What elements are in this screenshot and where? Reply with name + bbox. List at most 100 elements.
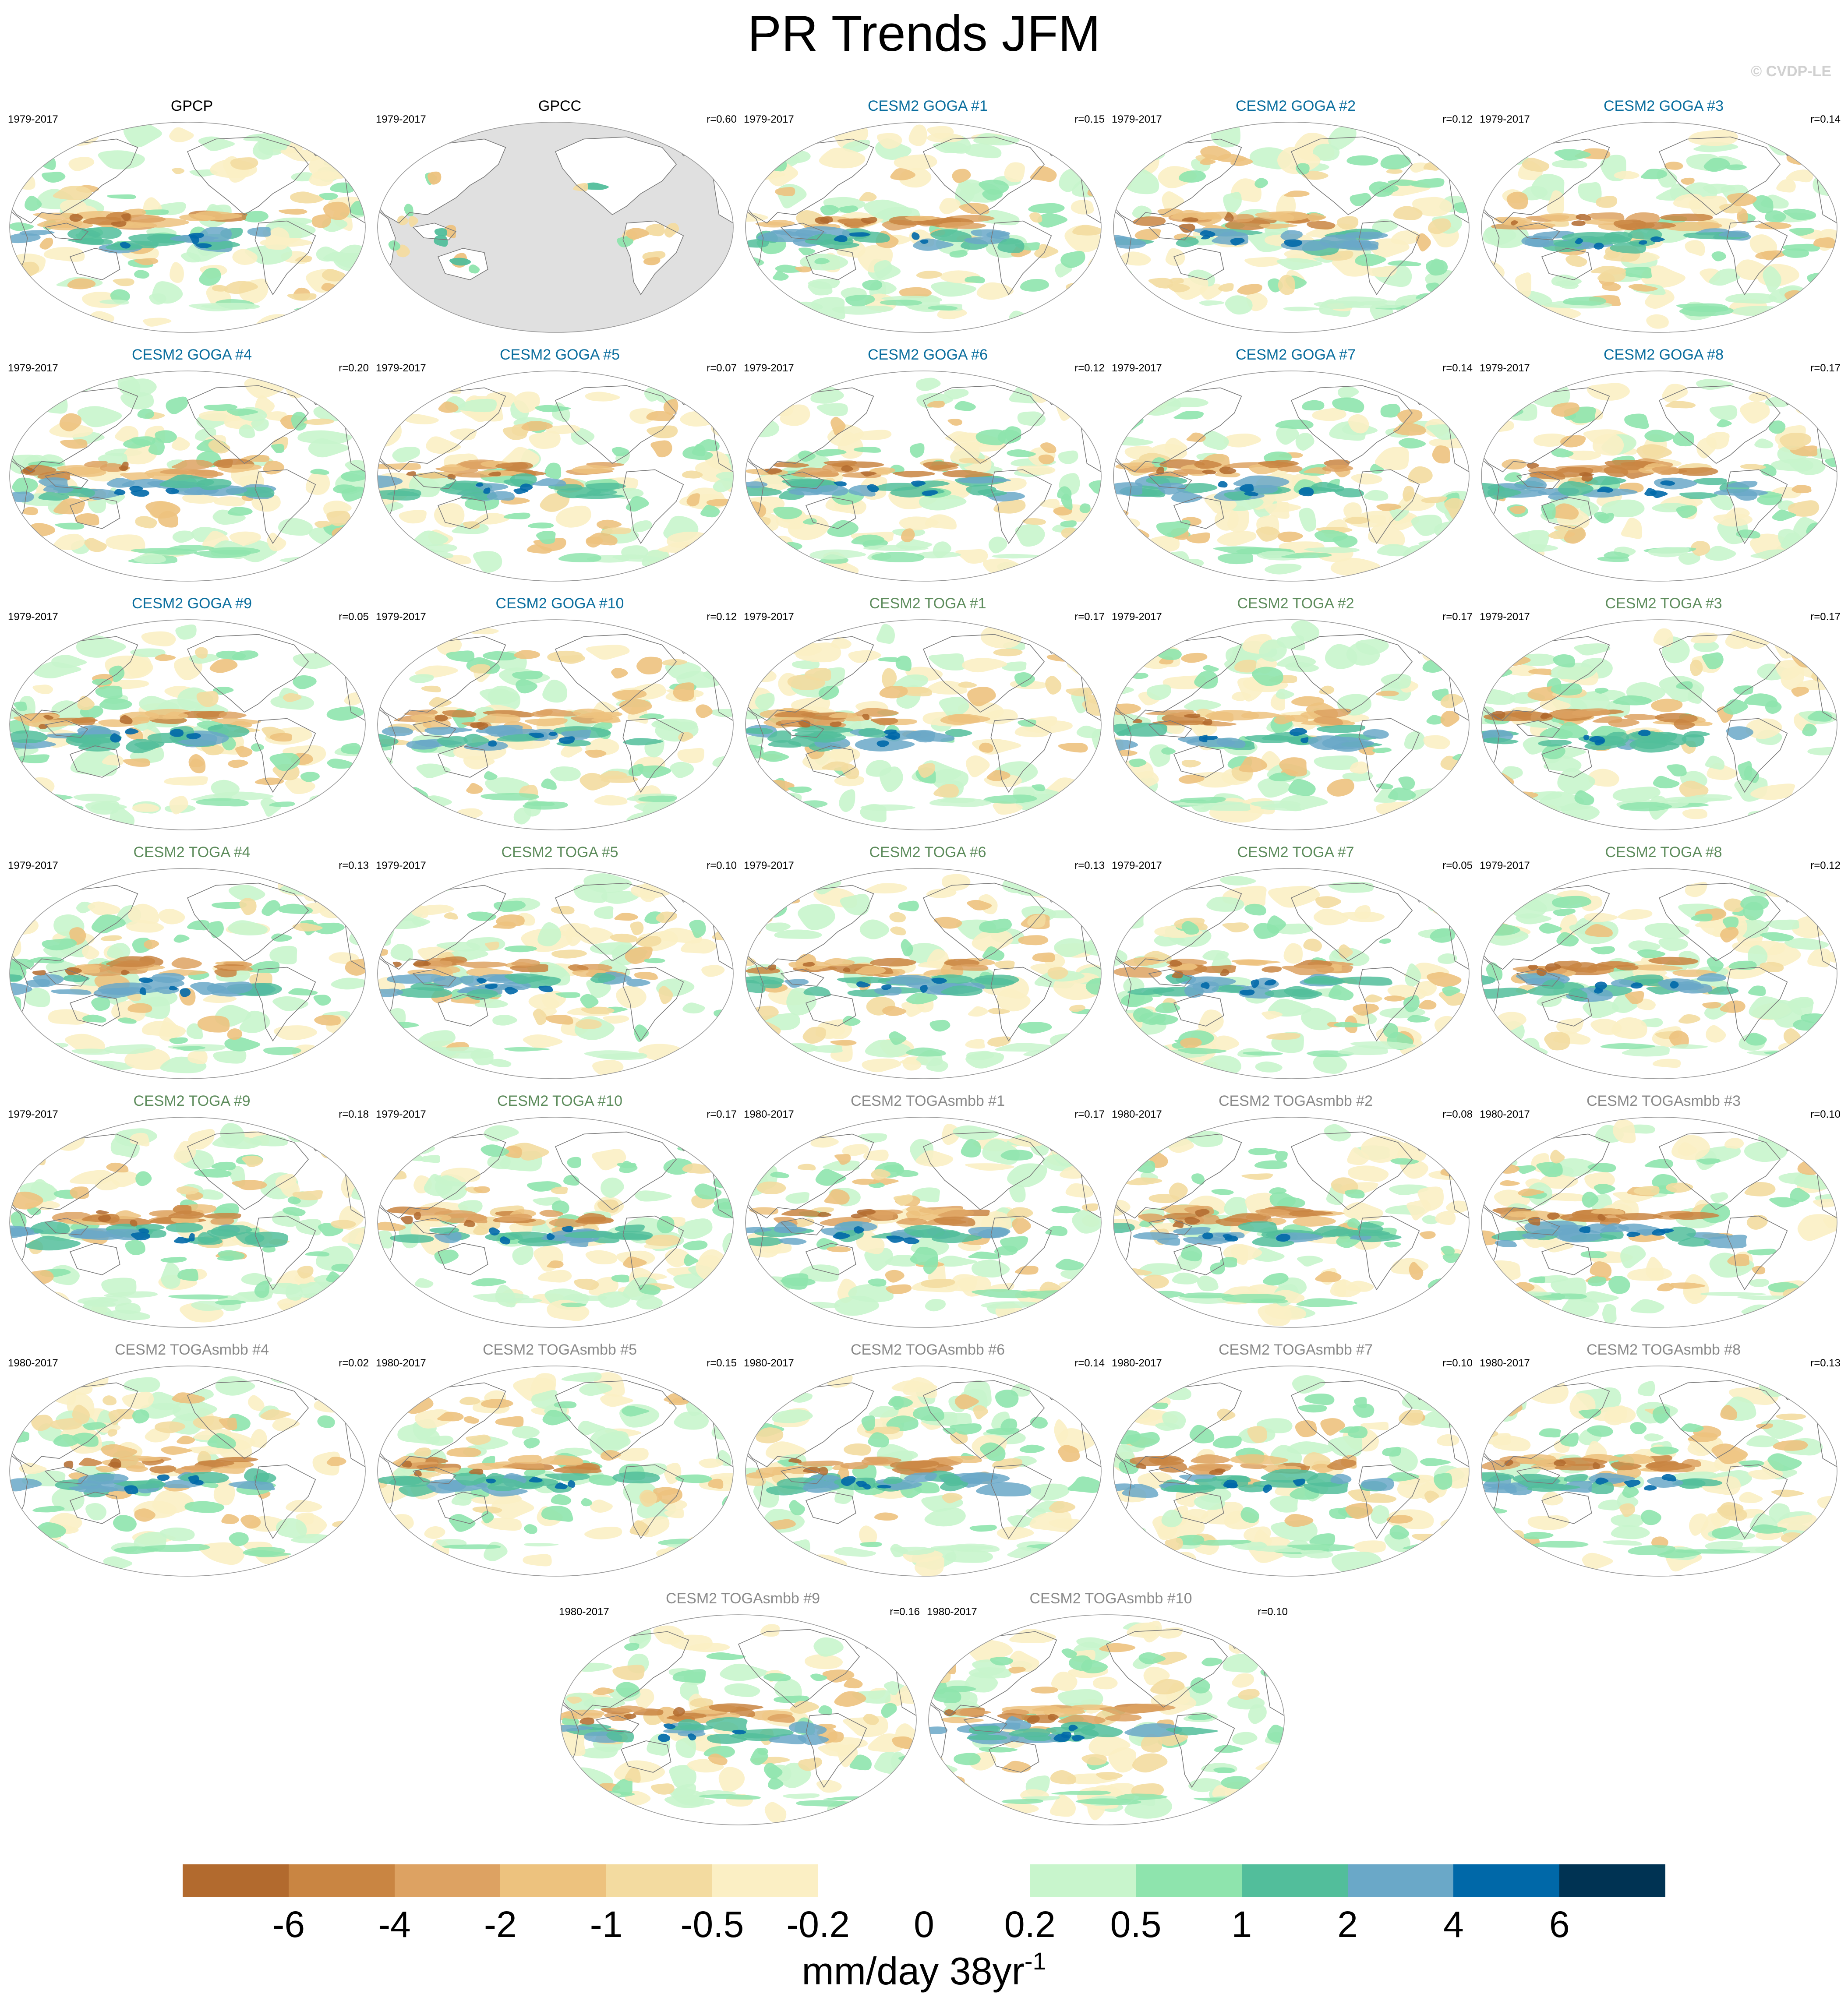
map-panel: CESM2 TOGA #8 1979-2017 r=0.12 xyxy=(1480,843,1848,1082)
panel-title: CESM2 TOGAsmbb #1 xyxy=(850,1093,1005,1109)
panel-period: 1979-2017 xyxy=(376,1108,426,1120)
map-panel: CESM2 GOGA #1 1979-2017 r=0.15 xyxy=(744,97,1112,336)
map-panel: CESM2 TOGAsmbb #6 1980-2017 r=0.14 xyxy=(744,1341,1112,1580)
trend-map xyxy=(1480,865,1848,1082)
panel-correlation: r=0.05 xyxy=(1442,860,1473,872)
panel-title: CESM2 TOGA #1 xyxy=(869,595,986,612)
trend-map xyxy=(559,1612,927,1828)
panel-period: 1979-2017 xyxy=(376,860,426,872)
colorbar-swatch xyxy=(1347,1864,1454,1897)
panel-title: CESM2 TOGA #5 xyxy=(501,844,618,861)
panel-title: GPCP xyxy=(170,98,213,114)
colorbar-tick-label: -4 xyxy=(378,1904,411,1945)
panel-correlation: r=0.12 xyxy=(707,611,737,623)
panel-period: 1980-2017 xyxy=(1112,1108,1162,1120)
colorbar-tick-label: -0.2 xyxy=(786,1904,850,1945)
panel-title: CESM2 TOGAsmbb #4 xyxy=(114,1341,269,1358)
panel-title: CESM2 TOGA #4 xyxy=(133,844,251,861)
colorbar-tick-label: -1 xyxy=(590,1904,623,1945)
panel-period: 1979-2017 xyxy=(1112,362,1162,374)
panel-correlation: r=0.15 xyxy=(707,1357,737,1369)
map-panel: CESM2 TOGA #9 1979-2017 r=0.18 xyxy=(8,1092,376,1331)
panel-title: CESM2 TOGAsmbb #3 xyxy=(1586,1093,1741,1109)
panel-title: CESM2 TOGA #3 xyxy=(1605,595,1722,612)
colorbar-tick-label: 0.5 xyxy=(1110,1904,1162,1945)
trend-map xyxy=(8,865,376,1082)
panel-correlation: r=0.07 xyxy=(707,362,737,374)
colorbar-tick-label: 2 xyxy=(1337,1904,1358,1945)
panel-correlation: r=0.10 xyxy=(1258,1606,1288,1618)
panel-period: 1979-2017 xyxy=(8,1108,58,1120)
map-panel: CESM2 GOGA #9 1979-2017 r=0.05 xyxy=(8,595,376,833)
map-panel: CESM2 TOGA #2 1979-2017 r=0.17 xyxy=(1112,595,1480,833)
trend-map xyxy=(376,865,744,1082)
panel-correlation: r=0.12 xyxy=(1442,113,1473,125)
panel-period: 1979-2017 xyxy=(8,362,58,374)
colorbar-tick-label: -0.5 xyxy=(680,1904,744,1945)
panel-title: CESM2 GOGA #10 xyxy=(495,595,624,612)
colorbar-swatch xyxy=(712,1864,818,1897)
panel-title: CESM2 TOGA #7 xyxy=(1237,844,1354,861)
map-panel: GPCC 1979-2017 r=0.60 xyxy=(376,97,744,336)
panel-correlation: r=0.14 xyxy=(1810,113,1841,125)
panel-correlation: r=0.10 xyxy=(1442,1357,1473,1369)
trend-map xyxy=(1112,865,1480,1082)
trend-map xyxy=(376,617,744,833)
map-panel: CESM2 GOGA #7 1979-2017 r=0.14 xyxy=(1112,346,1480,585)
map-panel: CESM2 TOGAsmbb #1 1980-2017 r=0.17 xyxy=(744,1092,1112,1331)
panel-period: 1979-2017 xyxy=(1480,860,1530,872)
trend-map xyxy=(1112,119,1480,336)
panel-correlation: r=0.10 xyxy=(707,860,737,872)
figure-title: PR Trends JFM xyxy=(747,5,1101,62)
map-panel: CESM2 GOGA #3 1979-2017 r=0.14 xyxy=(1480,97,1848,336)
panel-period: 1979-2017 xyxy=(376,113,426,125)
colorbar-tick-label: 0 xyxy=(914,1904,934,1945)
panel-title: CESM2 GOGA #7 xyxy=(1236,346,1356,363)
panel-correlation: r=0.17 xyxy=(1442,611,1473,623)
map-panel: CESM2 TOGAsmbb #10 1980-2017 r=0.10 xyxy=(927,1590,1295,1828)
trend-map xyxy=(1112,1114,1480,1331)
map-panel: CESM2 GOGA #5 1979-2017 r=0.07 xyxy=(376,346,744,585)
panel-correlation: r=0.17 xyxy=(1074,1108,1105,1120)
map-panel: CESM2 GOGA #8 1979-2017 r=0.17 xyxy=(1480,346,1848,585)
panel-period: 1980-2017 xyxy=(1112,1357,1162,1369)
colorbar-tick-label: -6 xyxy=(272,1904,305,1945)
colorbar-units: mm/day 38yr-1 xyxy=(0,1947,1848,1995)
trend-map xyxy=(744,368,1112,585)
colorbar-swatch xyxy=(606,1864,712,1897)
colorbar-swatch xyxy=(394,1864,501,1897)
panel-period: 1979-2017 xyxy=(8,860,58,872)
colorbar-tick-label: 1 xyxy=(1231,1904,1252,1945)
map-panel: CESM2 TOGA #6 1979-2017 r=0.13 xyxy=(744,843,1112,1082)
panel-title: CESM2 TOGAsmbb #5 xyxy=(482,1341,637,1358)
map-panel: CESM2 TOGA #4 1979-2017 r=0.13 xyxy=(8,843,376,1082)
map-panel: CESM2 GOGA #10 1979-2017 r=0.12 xyxy=(376,595,744,833)
colorbar-tick-label: 6 xyxy=(1549,1904,1570,1945)
panel-period: 1980-2017 xyxy=(8,1357,58,1369)
trend-map xyxy=(1480,617,1848,833)
colorbar-swatch xyxy=(288,1864,395,1897)
panel-correlation: r=0.16 xyxy=(890,1606,920,1618)
panel-period: 1980-2017 xyxy=(559,1606,609,1618)
panel-period: 1980-2017 xyxy=(1480,1108,1530,1120)
panel-period: 1979-2017 xyxy=(1480,362,1530,374)
trend-map xyxy=(8,119,376,336)
credit-watermark: © CVDP-LE xyxy=(1751,63,1831,80)
panel-correlation: r=0.12 xyxy=(1810,860,1841,872)
panel-title: CESM2 TOGA #2 xyxy=(1237,595,1354,612)
panel-title: CESM2 TOGAsmbb #2 xyxy=(1218,1093,1373,1109)
panel-correlation: r=0.17 xyxy=(1810,611,1841,623)
panel-title: CESM2 GOGA #4 xyxy=(132,346,252,363)
panel-correlation: r=0.12 xyxy=(1074,362,1105,374)
panel-correlation: r=0.18 xyxy=(339,1108,369,1120)
colorbar-tick-label: -2 xyxy=(484,1904,517,1945)
trend-map xyxy=(8,617,376,833)
colorbar-swatch xyxy=(1559,1864,1665,1897)
panel-title: CESM2 GOGA #9 xyxy=(132,595,252,612)
panel-title: GPCC xyxy=(538,98,582,114)
trend-map xyxy=(1480,1363,1848,1580)
panel-period: 1979-2017 xyxy=(744,860,794,872)
panel-title: CESM2 TOGAsmbb #8 xyxy=(1586,1341,1741,1358)
panel-title: CESM2 GOGA #3 xyxy=(1604,98,1724,114)
colorbar-swatch xyxy=(1453,1864,1560,1897)
